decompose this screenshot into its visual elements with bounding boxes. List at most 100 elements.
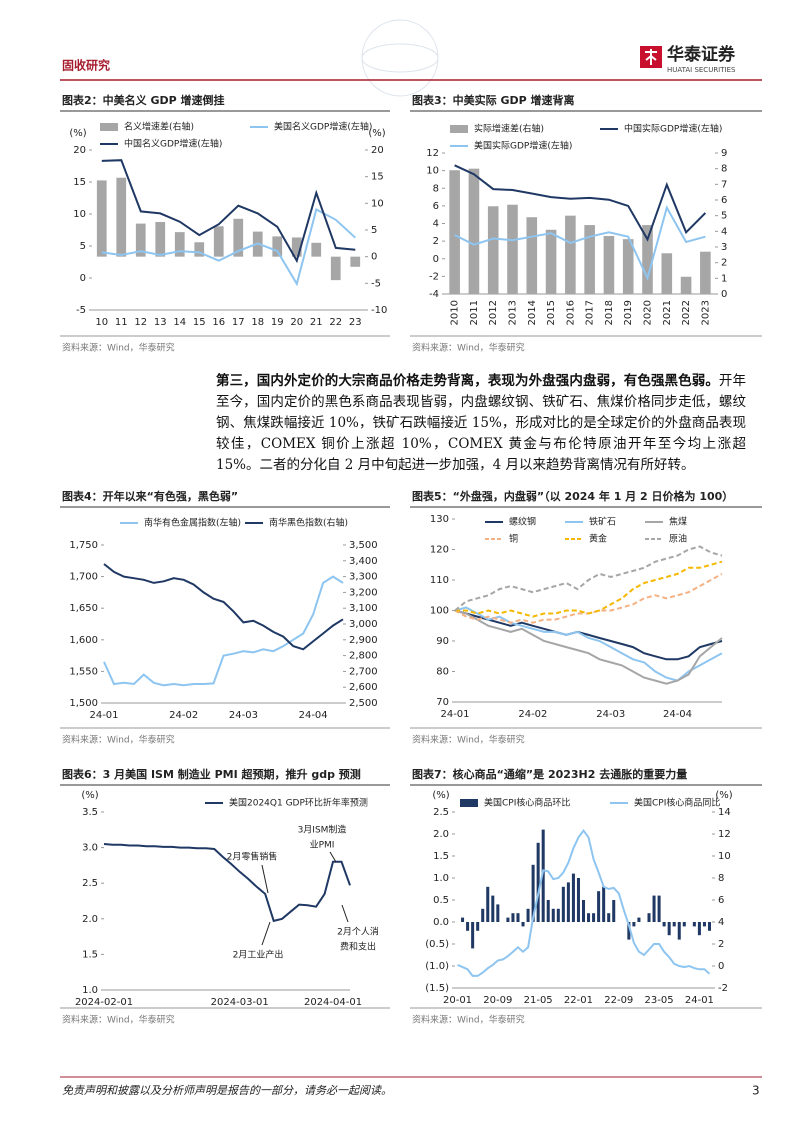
bar [597, 891, 601, 922]
bar [692, 922, 696, 927]
y-tick-label: 2 [718, 939, 724, 950]
y-tick-label: -2 [718, 983, 728, 994]
y-tick-label: 4 [721, 226, 727, 237]
y-tick-label: (1.5) [425, 983, 449, 994]
legend-swatch [460, 799, 478, 807]
bar [291, 237, 302, 257]
bar [468, 168, 480, 294]
paragraph-lead: 第三，国内外定价的大宗商品价格走势背离，表现为外盘强内盘弱，有色强黑色弱。 [216, 373, 719, 389]
y-unit: (%) [432, 790, 449, 801]
legend-label: 美国CPI核心商品同比 [634, 797, 720, 809]
annotation: 业PMI [310, 840, 335, 851]
logo-text: 华泰证券 [667, 44, 736, 65]
x-tick-label: 17 [232, 317, 245, 328]
logo-subtext: HUATAI SECURITIES [667, 66, 736, 74]
legend-label: 黄金 [589, 533, 607, 545]
x-tick-label: 2017 [585, 300, 596, 325]
y-tick-label: 7 [721, 179, 727, 190]
bar [471, 922, 475, 949]
chart-title: 图表3：中美实际 GDP 增速背离 [412, 93, 575, 107]
y-tick-label: 14 [718, 807, 731, 818]
bar [592, 913, 596, 922]
bar [155, 222, 166, 257]
x-tick-label: 10 [95, 317, 108, 328]
y-tick-label: -4 [429, 289, 439, 300]
logo-icon [645, 49, 657, 65]
y-tick-label: 3.0 [82, 843, 98, 854]
bar [707, 922, 711, 931]
annotation: 2月零售销售 [227, 851, 278, 863]
x-tick-label: 2013 [508, 300, 519, 325]
y-tick-label: 2.5 [433, 807, 449, 818]
legend-label: 铁矿石 [589, 516, 616, 528]
source: 资料来源：Wind，华泰研究 [412, 1014, 525, 1026]
x-tick-label: 2021 [662, 300, 673, 325]
x-tick-label: 2024-04-01 [304, 997, 362, 1008]
y-tick-label: 2.0 [433, 829, 449, 840]
source: 资料来源：Wind，华泰研究 [62, 734, 175, 746]
bar [566, 882, 570, 922]
series-line [457, 829, 711, 977]
x-tick-label: 20-01 [443, 995, 472, 1006]
bar [565, 215, 576, 294]
paragraph: 第三，国内外定价的大宗商品价格走势背离，表现为外盘强内盘弱，有色强黑色弱。开年至… [216, 371, 746, 476]
y-tick-label: 1.5 [433, 851, 449, 862]
bar [194, 242, 205, 257]
bar [531, 864, 535, 922]
annotation: 2月工业产出 [233, 949, 284, 961]
header-title: 固收研究 [62, 58, 110, 73]
bar [536, 842, 540, 922]
x-tick-label: 2016 [565, 300, 576, 325]
legend-label: 焦煤 [669, 516, 687, 528]
bar [652, 895, 656, 922]
legend-label: 原油 [669, 533, 687, 545]
legend-label: 名义增速差(右轴) [124, 121, 194, 133]
series-line [101, 159, 356, 264]
annotation: 费和支出 [340, 941, 376, 953]
legend-swatch [100, 123, 118, 131]
y-tick-label: -5 [371, 278, 381, 289]
x-tick-label: 2014 [527, 300, 538, 325]
x-tick-label: 24-03 [229, 710, 258, 721]
y-tick-label: 1 [721, 273, 727, 284]
x-tick-label: 2024-03-01 [211, 997, 269, 1008]
x-tick-label: 24-01 [685, 995, 714, 1006]
annotation: 2月个人消 [337, 926, 379, 938]
series-line [454, 545, 723, 612]
annotation-arrow [261, 864, 269, 894]
bar [584, 225, 595, 294]
bar [602, 886, 606, 922]
x-tick-label: 24-01 [89, 710, 118, 721]
y-tick-label: 10 [426, 166, 439, 177]
x-tick-label: 14 [173, 317, 186, 328]
legend-label: 中国实际GDP增速(左轴) [624, 123, 722, 135]
y-tick-label: 15 [73, 177, 86, 188]
x-tick-label: 24-02 [518, 709, 547, 720]
bar [213, 226, 224, 257]
y-unit: (%) [81, 790, 98, 801]
x-tick-label: 24-04 [299, 710, 328, 721]
bar [507, 204, 518, 294]
x-tick-label: 13 [154, 317, 167, 328]
y-tick-label: 6 [718, 895, 724, 906]
annotation-arrow [329, 851, 337, 863]
x-tick-label: 15 [193, 317, 206, 328]
y2-unit: (%) [368, 128, 385, 139]
y-tick-label: 0 [718, 961, 724, 972]
bar [526, 217, 538, 294]
bar [667, 922, 671, 936]
bar [697, 922, 701, 936]
bar [571, 873, 575, 922]
chart-title: 图表2：中美名义 GDP 增速倒挂 [62, 93, 225, 107]
x-tick-label: 24-03 [596, 709, 625, 720]
y-tick-label: 1.0 [433, 873, 449, 884]
x-tick-label: 2024-02-01 [75, 997, 133, 1008]
legend-label: 实际增速差(右轴) [474, 123, 544, 135]
y-tick-label: (1.0) [425, 961, 449, 972]
legend-label: 美国CPI核心商品环比 [484, 797, 570, 809]
bar [135, 223, 146, 257]
bar [174, 232, 185, 257]
bar [449, 170, 460, 294]
y-tick-label: 3,400 [349, 556, 378, 567]
y-tick-label: 1,700 [69, 572, 98, 583]
